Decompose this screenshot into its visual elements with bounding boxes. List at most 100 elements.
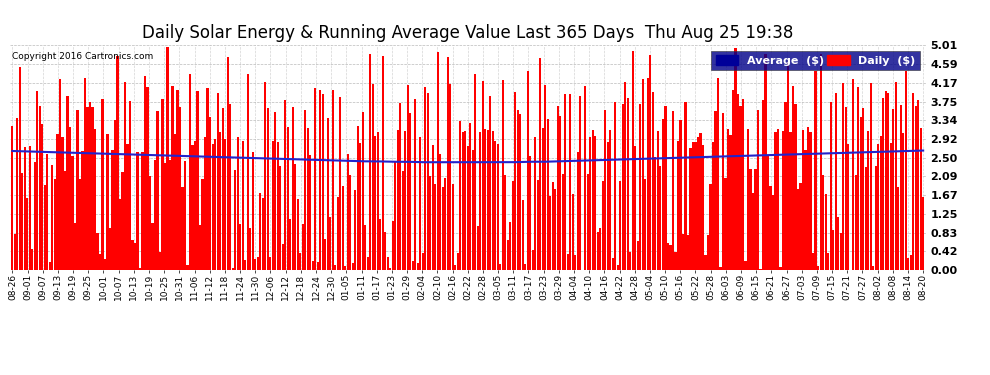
Bar — [499, 264, 501, 270]
Bar — [49, 262, 51, 270]
Bar — [830, 102, 832, 270]
Bar — [284, 100, 286, 270]
Bar — [707, 235, 709, 270]
Bar — [319, 90, 321, 270]
Bar — [542, 128, 544, 270]
Bar — [637, 241, 639, 270]
Bar — [27, 198, 29, 270]
Bar — [887, 93, 889, 270]
Bar — [727, 129, 729, 270]
Bar — [556, 106, 559, 270]
Bar — [754, 169, 756, 270]
Bar — [764, 54, 766, 270]
Bar — [725, 178, 727, 270]
Bar — [437, 52, 439, 270]
Bar — [717, 78, 719, 270]
Bar — [559, 117, 561, 270]
Bar — [237, 136, 239, 270]
Bar — [527, 71, 529, 270]
Bar — [224, 139, 226, 270]
Bar — [161, 99, 163, 270]
Bar — [627, 98, 629, 270]
Bar — [371, 84, 374, 270]
Bar — [532, 250, 534, 270]
Bar — [471, 150, 474, 270]
Bar — [867, 130, 869, 270]
Bar — [577, 152, 579, 270]
Bar — [61, 137, 63, 270]
Bar — [412, 261, 414, 270]
Bar — [399, 103, 401, 270]
Bar — [440, 154, 442, 270]
Bar — [322, 94, 324, 270]
Bar — [89, 102, 91, 270]
Bar — [17, 118, 19, 270]
Bar — [337, 198, 339, 270]
Bar — [196, 92, 199, 270]
Bar — [340, 97, 342, 270]
Bar — [430, 176, 432, 270]
Bar — [494, 141, 496, 270]
Bar — [424, 87, 427, 270]
Bar — [91, 107, 93, 270]
Bar — [822, 175, 824, 270]
Bar — [307, 128, 309, 270]
Bar — [304, 110, 306, 270]
Bar — [507, 240, 509, 270]
Bar — [366, 257, 368, 270]
Bar — [397, 130, 399, 270]
Bar — [540, 58, 542, 270]
Bar — [812, 253, 814, 270]
Bar — [445, 178, 446, 270]
Bar — [342, 186, 344, 270]
Bar — [191, 145, 194, 270]
Bar — [171, 86, 173, 270]
Bar — [597, 232, 599, 270]
Bar — [587, 174, 589, 270]
Bar — [464, 131, 466, 270]
Bar — [827, 253, 830, 270]
Bar — [176, 90, 178, 270]
Bar — [657, 131, 659, 270]
Bar — [94, 129, 96, 270]
Bar — [81, 151, 83, 270]
Bar — [492, 131, 494, 270]
Bar — [502, 80, 504, 270]
Bar — [900, 105, 902, 270]
Bar — [109, 228, 111, 270]
Bar — [422, 254, 424, 270]
Bar — [249, 228, 251, 270]
Bar — [632, 51, 634, 270]
Bar — [746, 129, 749, 270]
Bar — [387, 257, 389, 270]
Bar — [862, 108, 864, 270]
Bar — [484, 129, 486, 270]
Bar — [787, 62, 789, 270]
Bar — [832, 230, 835, 270]
Bar — [76, 110, 78, 270]
Bar — [279, 166, 281, 270]
Bar — [427, 93, 429, 270]
Bar — [122, 172, 124, 270]
Bar — [276, 142, 278, 270]
Bar — [24, 147, 26, 270]
Bar — [39, 106, 41, 270]
Bar — [11, 126, 14, 270]
Bar — [217, 93, 219, 270]
Bar — [625, 82, 627, 270]
Bar — [857, 87, 859, 270]
Bar — [66, 96, 68, 270]
Bar — [164, 163, 166, 270]
Bar — [762, 100, 764, 270]
Bar — [402, 171, 404, 270]
Bar — [404, 132, 406, 270]
Bar — [101, 99, 104, 270]
Bar — [759, 269, 761, 270]
Bar — [148, 176, 151, 270]
Bar — [74, 223, 76, 270]
Bar — [800, 183, 802, 270]
Bar — [852, 79, 854, 270]
Bar — [259, 194, 261, 270]
Bar — [384, 232, 386, 270]
Bar — [114, 120, 116, 270]
